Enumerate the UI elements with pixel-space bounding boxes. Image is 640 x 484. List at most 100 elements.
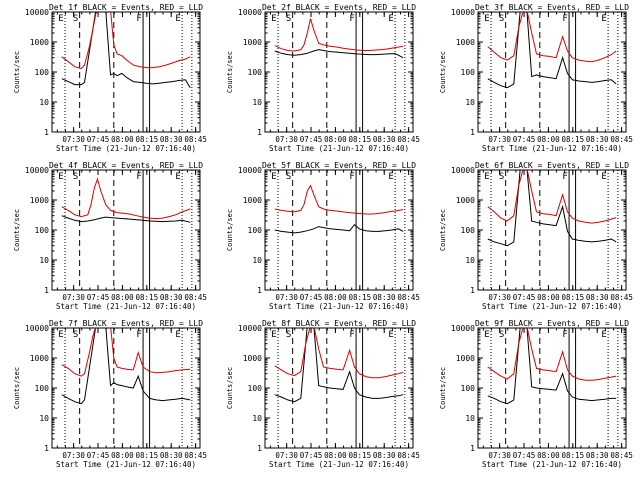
x-tick-label: 07:30 xyxy=(275,451,298,460)
x-tick-label: 08:15 xyxy=(136,135,159,144)
chart-panel-5: Det 5f BLACK = Events, RED = LLD 1 10 100 10… xyxy=(226,161,420,311)
y-tick-label: 1000 xyxy=(30,354,49,363)
marker-label-f: F xyxy=(136,330,141,340)
chart-panel-6: Det 6f BLACK = Events, RED = LLD 1 10 100 10… xyxy=(439,161,633,311)
x-tick-label: 08:45 xyxy=(610,451,633,460)
chart-panel-3: Det 3f BLACK = Events, RED = LLD 1 10 100 10… xyxy=(439,3,633,153)
chart-title: Det 1f BLACK = Events, RED = LLD xyxy=(49,3,203,12)
x-tick-label: 08:00 xyxy=(537,451,560,460)
y-axis-label: Counts/sec xyxy=(13,51,21,93)
series-line-lld xyxy=(61,12,191,70)
x-tick-label: 08:00 xyxy=(324,451,347,460)
marker-label-s: S xyxy=(73,14,78,24)
y-tick-label: 100 xyxy=(461,226,476,235)
x-tick-label: 08:45 xyxy=(184,451,207,460)
y-axis-label: Counts/sec xyxy=(439,209,447,251)
chart-panel-7: Det 7f BLACK = Events, RED = LLD 1 10 100 10… xyxy=(13,319,207,469)
y-tick-label: 1 xyxy=(470,444,475,453)
x-tick-label: 08:15 xyxy=(136,293,159,302)
marker-label-e-left: E xyxy=(271,172,276,182)
series-line-events xyxy=(487,12,617,89)
y-tick-label: 10 xyxy=(465,414,475,423)
x-axis-label: Start Time (21-Jun-12 07:16:40) xyxy=(482,302,622,311)
marker-label-f: F xyxy=(136,172,141,182)
y-tick-label: 1 xyxy=(257,128,262,137)
marker-label-e-left: E xyxy=(58,330,63,340)
chart-title: Det 3f BLACK = Events, RED = LLD xyxy=(475,3,629,12)
chart-title: Det 8f BLACK = Events, RED = LLD xyxy=(262,319,416,328)
chart-panel-2: Det 2f BLACK = Events, RED = LLD 1 10 100 10… xyxy=(226,3,420,153)
x-tick-label: 08:45 xyxy=(610,293,633,302)
marker-label-e-right: E xyxy=(388,330,393,340)
series-line-events xyxy=(487,328,617,405)
y-axis-label: Counts/sec xyxy=(13,367,21,409)
plot-frame xyxy=(264,11,414,133)
x-tick-label: 08:00 xyxy=(111,135,134,144)
y-axis-label: Counts/sec xyxy=(226,367,234,409)
chart-panel-1: Det 1f BLACK = Events, RED = LLD 1 10 100 10… xyxy=(13,3,207,153)
series-line-lld xyxy=(487,170,617,224)
series-line-lld xyxy=(274,184,404,215)
y-tick-label: 10 xyxy=(252,414,262,423)
x-axis-label: Start Time (21-Jun-12 07:16:40) xyxy=(56,460,196,469)
marker-label-s: S xyxy=(73,330,78,340)
chart-panel-4: Det 4f BLACK = Events, RED = LLD 1 10 100 10… xyxy=(13,161,207,311)
chart-panel-9: Det 9f BLACK = Events, RED = LLD 1 10 100 10… xyxy=(439,319,633,469)
marker-label-f: F xyxy=(562,14,567,24)
marker-label-e-right: E xyxy=(388,14,393,24)
marker-label-s: S xyxy=(499,14,504,24)
y-tick-label: 10 xyxy=(465,98,475,107)
x-tick-label: 08:15 xyxy=(562,451,585,460)
chart-title: Det 5f BLACK = Events, RED = LLD xyxy=(262,161,416,170)
y-tick-label: 10000 xyxy=(451,166,475,175)
marker-label-e-right: E xyxy=(175,172,180,182)
x-tick-label: 08:30 xyxy=(586,135,609,144)
series-line-events xyxy=(274,223,404,234)
chart-title: Det 4f BLACK = Events, RED = LLD xyxy=(49,161,203,170)
y-tick-label: 10000 xyxy=(238,166,262,175)
marker-label-e-left: E xyxy=(58,14,63,24)
series-line-events xyxy=(274,328,404,403)
x-tick-label: 08:00 xyxy=(324,293,347,302)
series-line-events xyxy=(61,328,191,405)
x-tick-label: 07:45 xyxy=(300,451,323,460)
plot-frame xyxy=(51,169,201,291)
x-axis-label: Start Time (21-Jun-12 07:16:40) xyxy=(269,460,409,469)
x-tick-label: 07:45 xyxy=(300,135,323,144)
x-axis-label: Start Time (21-Jun-12 07:16:40) xyxy=(56,302,196,311)
plot-frame xyxy=(477,327,627,449)
x-tick-label: 08:30 xyxy=(160,135,183,144)
marker-label-f: F xyxy=(349,172,354,182)
marker-label-e-right: E xyxy=(601,330,606,340)
y-tick-label: 10000 xyxy=(451,324,475,333)
x-tick-label: 07:45 xyxy=(87,293,110,302)
x-tick-label: 08:45 xyxy=(397,451,420,460)
x-tick-label: 08:30 xyxy=(586,293,609,302)
chart-panel-8: Det 8f BLACK = Events, RED = LLD 1 10 100 10… xyxy=(226,319,420,469)
series-line-lld xyxy=(61,328,191,377)
y-tick-label: 100 xyxy=(35,226,50,235)
series-line-events xyxy=(274,49,404,59)
y-tick-label: 1 xyxy=(44,444,49,453)
y-tick-label: 10 xyxy=(252,98,262,107)
y-tick-label: 10000 xyxy=(25,8,49,17)
x-tick-label: 08:30 xyxy=(586,451,609,460)
x-tick-label: 07:45 xyxy=(513,451,536,460)
y-tick-label: 1 xyxy=(257,444,262,453)
marker-label-e-left: E xyxy=(271,14,276,24)
plot-frame xyxy=(51,11,201,133)
marker-label-e-left: E xyxy=(484,172,489,182)
x-tick-label: 07:45 xyxy=(513,293,536,302)
y-tick-label: 1 xyxy=(470,128,475,137)
x-tick-label: 08:00 xyxy=(324,135,347,144)
y-tick-label: 10000 xyxy=(25,166,49,175)
marker-label-e-right: E xyxy=(601,172,606,182)
y-tick-label: 100 xyxy=(248,68,263,77)
x-tick-label: 07:30 xyxy=(62,451,85,460)
series-line-lld xyxy=(274,328,404,379)
y-tick-label: 100 xyxy=(461,384,476,393)
x-tick-label: 07:30 xyxy=(62,293,85,302)
y-axis-label: Counts/sec xyxy=(439,367,447,409)
y-tick-label: 1 xyxy=(257,286,262,295)
